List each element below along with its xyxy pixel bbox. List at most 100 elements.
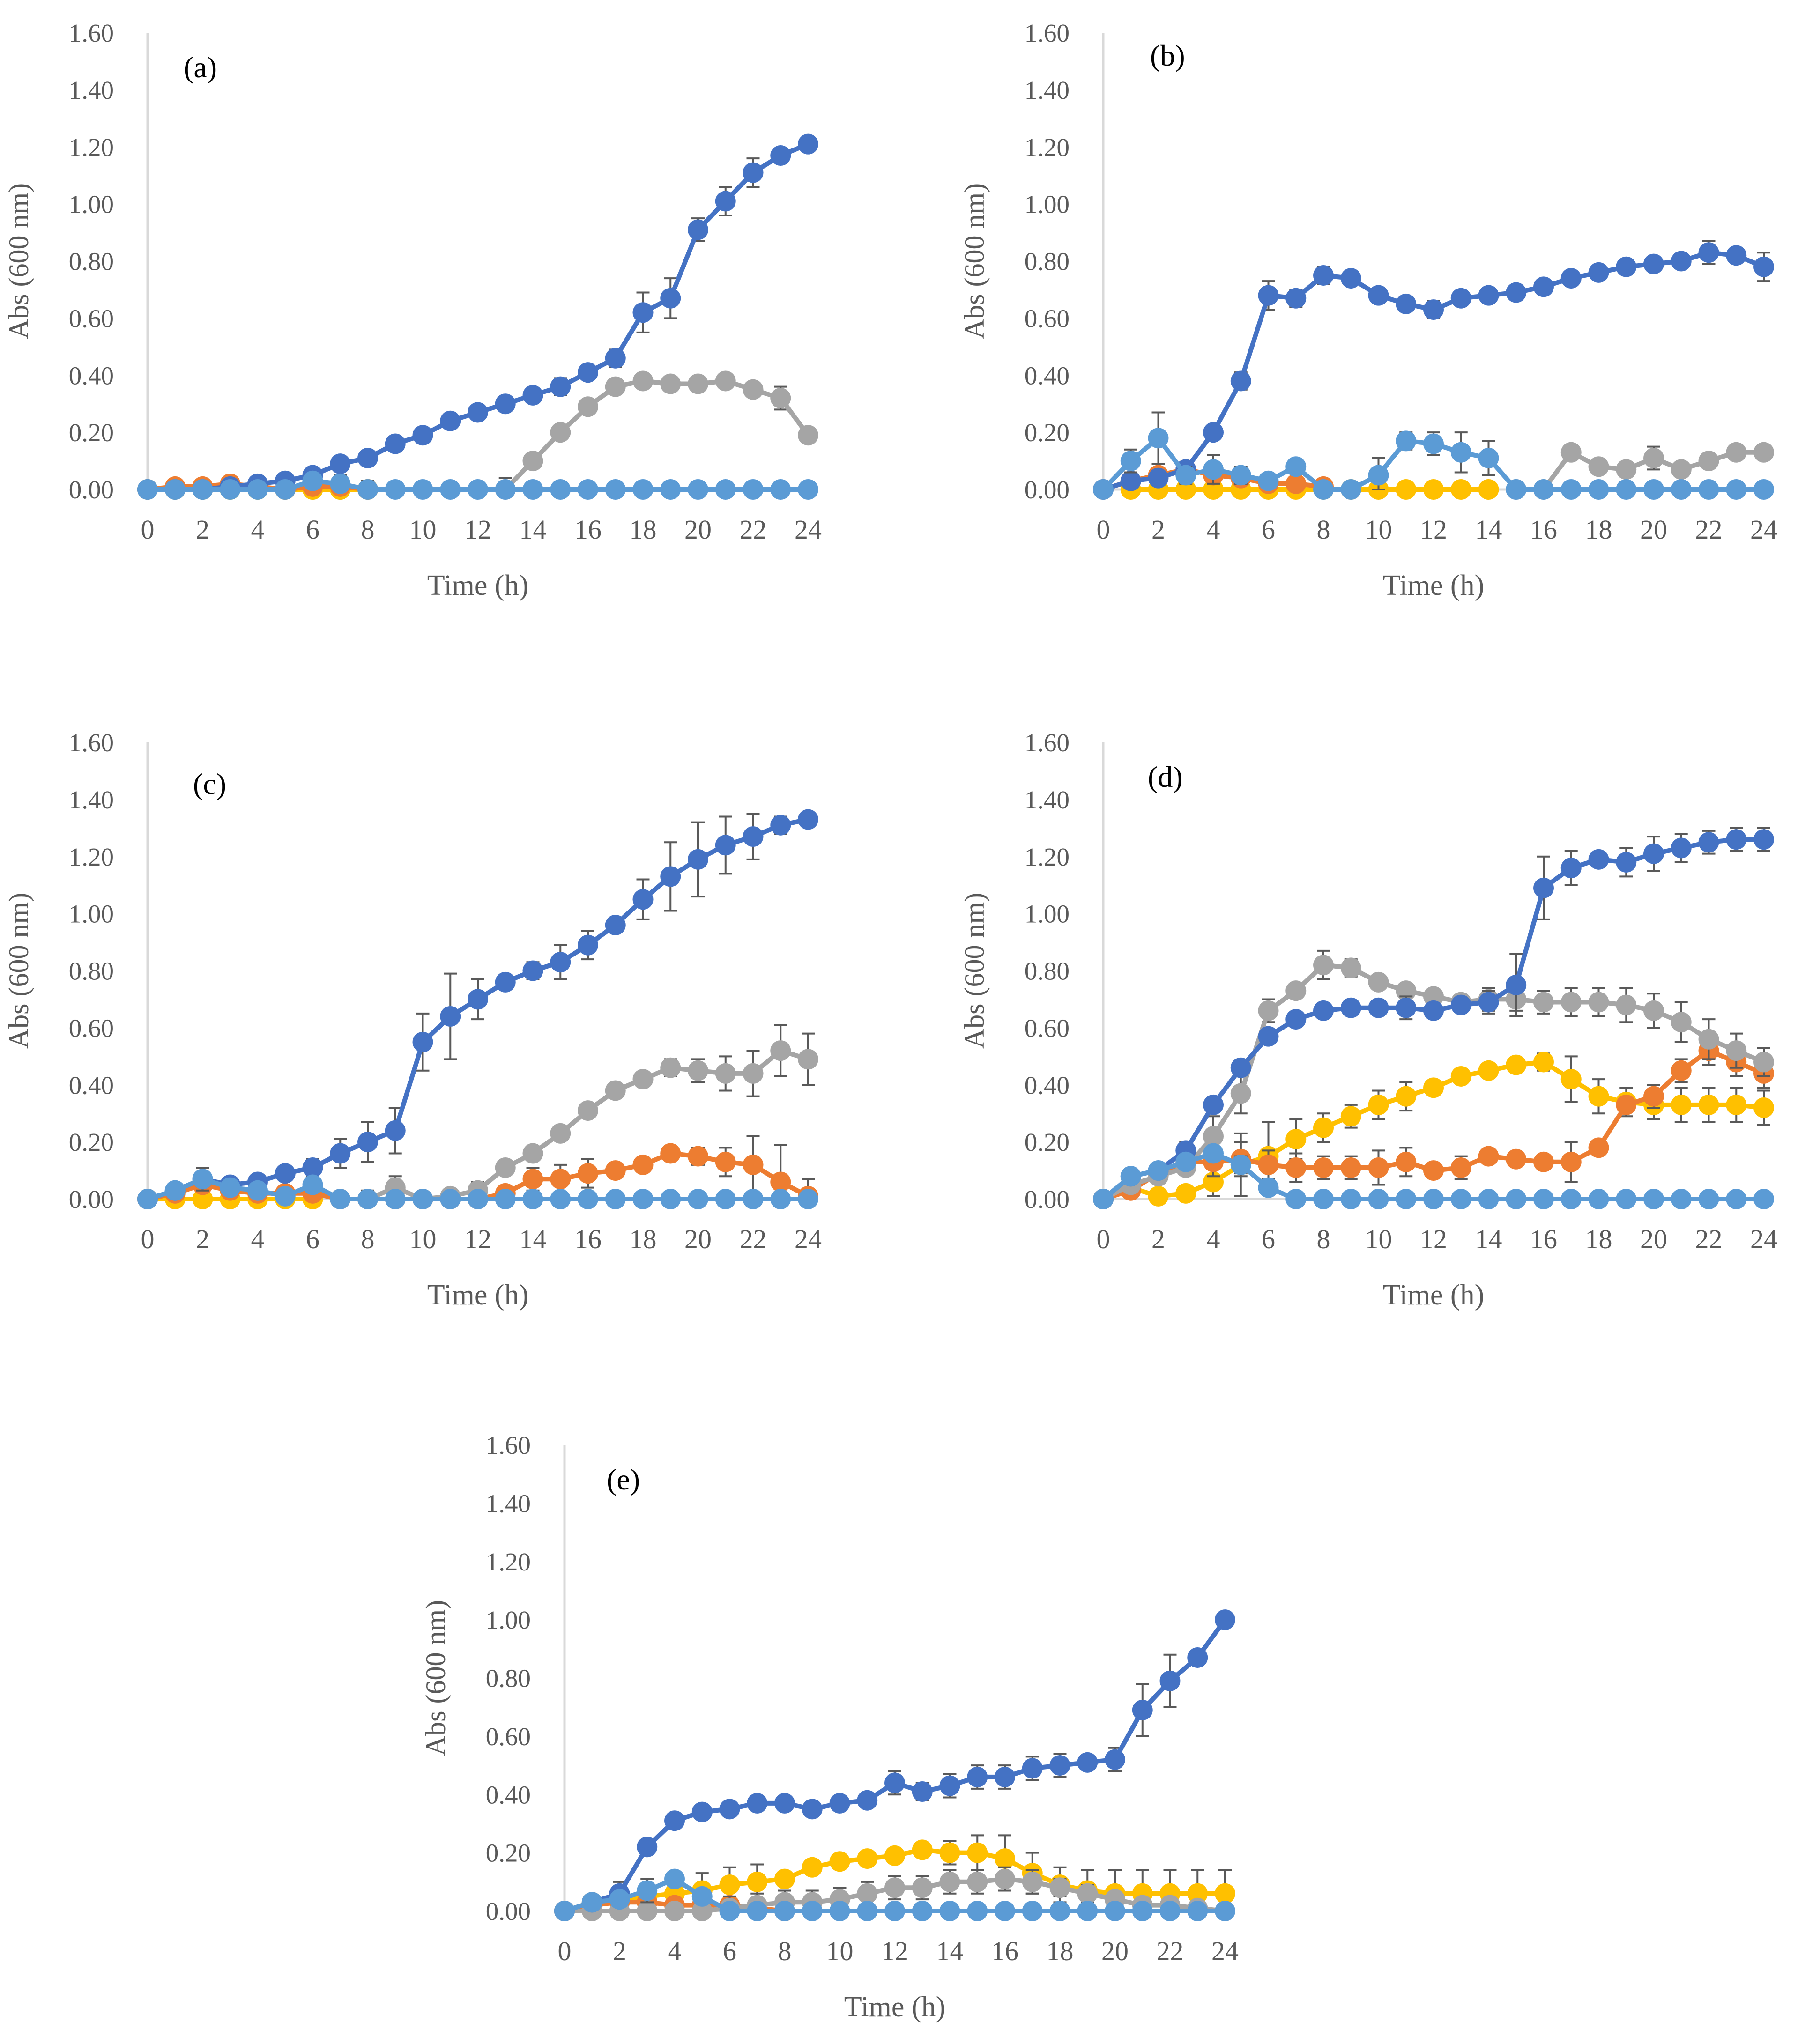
data-point bbox=[440, 410, 461, 431]
data-point bbox=[192, 479, 213, 500]
x-tick-label: 2 bbox=[196, 514, 209, 545]
data-point bbox=[1478, 285, 1499, 306]
y-tick-label: 1.00 bbox=[69, 190, 114, 219]
series-series-0 bbox=[554, 1609, 1235, 1921]
data-point bbox=[637, 1837, 658, 1858]
y-axis-title: Abs (600 nm) bbox=[3, 893, 34, 1049]
data-point bbox=[1285, 1129, 1307, 1150]
data-point bbox=[550, 1169, 571, 1190]
x-tick-label: 8 bbox=[361, 514, 375, 545]
y-tick-label: 1.00 bbox=[486, 1606, 531, 1634]
data-point bbox=[884, 1845, 905, 1866]
chart-panel-2: 0.000.200.400.600.801.001.201.401.600 2 4 6… bbox=[3, 728, 822, 1311]
y-tick-label: 1.60 bbox=[69, 728, 114, 757]
data-point bbox=[357, 447, 378, 468]
data-point bbox=[1396, 1189, 1417, 1209]
series-line bbox=[148, 142, 809, 492]
x-tick-label: 18 bbox=[630, 1224, 657, 1254]
series-series-0 bbox=[137, 133, 818, 500]
data-point bbox=[1753, 1189, 1774, 1209]
x-tick-label: 20 bbox=[1640, 1224, 1667, 1254]
y-tick-label: 0.80 bbox=[486, 1664, 531, 1693]
y-tick-label: 0.80 bbox=[1025, 957, 1070, 985]
data-point bbox=[1698, 1189, 1719, 1209]
x-tick-label: 10 bbox=[1365, 514, 1392, 545]
x-tick-label: 2 bbox=[1151, 514, 1165, 545]
data-point bbox=[275, 1163, 296, 1184]
data-point bbox=[164, 479, 186, 500]
chart-panel-3: 0.000.200.400.600.801.001.201.401.600 2 4 6… bbox=[959, 728, 1777, 1311]
x-tick-label: 2 bbox=[196, 1224, 209, 1254]
data-point bbox=[632, 1154, 654, 1175]
x-tick-label: 18 bbox=[630, 514, 657, 545]
data-point bbox=[857, 1901, 878, 1921]
data-point bbox=[1671, 837, 1692, 859]
data-point bbox=[770, 1040, 791, 1061]
data-point bbox=[1396, 1151, 1417, 1172]
data-point bbox=[774, 1868, 795, 1889]
data-point bbox=[522, 1169, 543, 1190]
x-tick-label: 14 bbox=[1475, 1224, 1502, 1254]
data-point bbox=[995, 1848, 1015, 1869]
data-point bbox=[660, 479, 681, 500]
data-point bbox=[1423, 1160, 1444, 1181]
data-point bbox=[857, 1848, 878, 1869]
data-point bbox=[1022, 1758, 1043, 1779]
data-point bbox=[1340, 957, 1361, 978]
data-point bbox=[1698, 1029, 1719, 1050]
x-tick-label: 16 bbox=[574, 514, 602, 545]
data-point bbox=[1616, 852, 1637, 873]
x-tick-label: 22 bbox=[740, 1224, 767, 1254]
y-tick-label: 0.60 bbox=[69, 304, 114, 333]
series-series-5 bbox=[1093, 411, 1774, 500]
data-point bbox=[1285, 980, 1307, 1001]
data-point bbox=[715, 1151, 736, 1172]
data-point bbox=[1203, 422, 1224, 443]
data-point bbox=[939, 1871, 960, 1892]
data-point bbox=[1230, 1057, 1251, 1078]
data-point bbox=[719, 1874, 740, 1896]
data-point bbox=[495, 1189, 516, 1209]
data-point bbox=[495, 393, 516, 415]
data-point bbox=[1368, 285, 1389, 306]
data-point bbox=[1175, 465, 1196, 486]
x-tick-label: 10 bbox=[409, 1224, 437, 1254]
x-tick-label: 4 bbox=[251, 1224, 265, 1254]
data-point bbox=[743, 1154, 764, 1175]
data-point bbox=[688, 479, 708, 500]
data-point bbox=[1148, 1185, 1169, 1207]
y-tick-label: 0.00 bbox=[486, 1897, 531, 1926]
y-tick-label: 1.60 bbox=[1025, 19, 1070, 47]
data-point bbox=[1643, 1189, 1664, 1209]
data-point bbox=[664, 1901, 685, 1921]
data-point bbox=[1423, 1189, 1444, 1209]
data-point bbox=[412, 1031, 433, 1052]
data-point bbox=[1560, 858, 1582, 879]
data-point bbox=[1340, 1106, 1361, 1127]
data-point bbox=[385, 1189, 406, 1209]
x-tick-label: 6 bbox=[1262, 514, 1275, 545]
data-point bbox=[495, 479, 516, 500]
data-point bbox=[1132, 1901, 1153, 1921]
series-series-3 bbox=[1093, 1052, 1774, 1209]
data-point bbox=[275, 479, 296, 500]
data-point bbox=[743, 379, 764, 400]
data-point bbox=[468, 479, 488, 500]
series-series-1 bbox=[495, 370, 818, 500]
data-point bbox=[1313, 1157, 1334, 1178]
data-point bbox=[247, 1180, 268, 1201]
y-tick-label: 0.20 bbox=[69, 418, 114, 447]
data-point bbox=[1533, 992, 1554, 1013]
data-point bbox=[1726, 1040, 1747, 1061]
data-point bbox=[939, 1775, 960, 1796]
data-point bbox=[995, 1766, 1015, 1787]
data-point bbox=[1396, 430, 1417, 452]
data-point bbox=[605, 348, 626, 369]
data-point bbox=[1726, 442, 1747, 463]
data-point bbox=[1049, 1877, 1070, 1898]
data-point bbox=[581, 1892, 602, 1913]
data-point bbox=[1423, 1077, 1444, 1098]
data-point bbox=[1313, 1000, 1334, 1021]
data-point bbox=[192, 1169, 213, 1190]
data-point bbox=[1187, 1901, 1208, 1921]
